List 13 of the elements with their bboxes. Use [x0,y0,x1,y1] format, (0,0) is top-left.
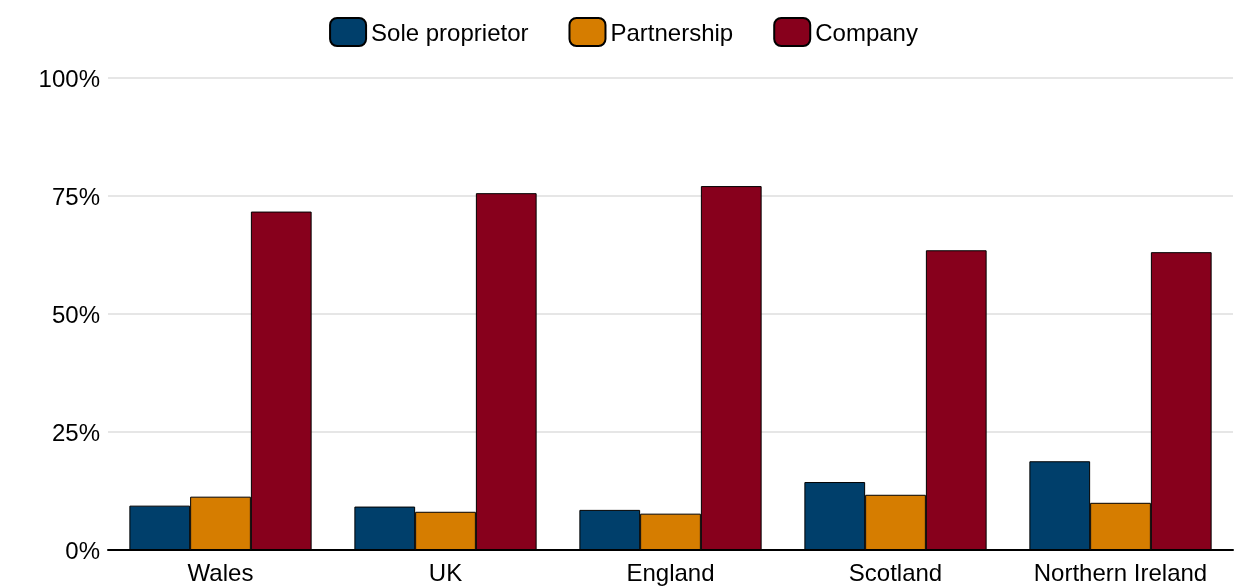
legend-label: Sole proprietor [371,18,529,46]
y-tick-label: 0% [65,536,100,564]
y-tick-label: 100% [38,64,100,92]
x-tick-label: Northern Ireland [1033,558,1208,586]
y-tick-label: 25% [51,418,100,446]
y-tick-label: 75% [51,182,100,210]
x-tick-label: Wales [187,558,254,586]
x-tick-label: Scotland [848,558,943,586]
x-tick-label: England [626,558,715,586]
legend-label: Company [815,18,918,46]
legend-label: Partnership [610,18,734,46]
x-tick-label: UK [428,558,463,586]
y-tick-label: 50% [51,300,100,328]
